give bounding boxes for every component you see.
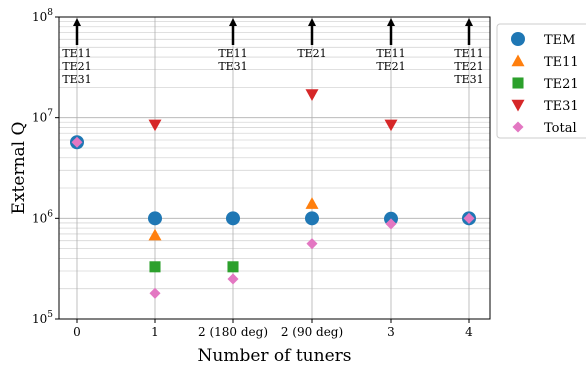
legend: TEM TE11 TE21 TE31 Total — [496, 23, 586, 139]
legend-marker-te11 — [511, 54, 525, 67]
annotation-label: TE31 — [218, 60, 247, 73]
grid — [59, 17, 490, 319]
data-point-tem — [148, 211, 162, 226]
plot-frame — [58, 16, 491, 320]
x-axis-label: Number of tuners — [198, 346, 352, 366]
annotation-label: TE21 — [62, 60, 91, 73]
annotation-label: TE21 — [376, 60, 405, 73]
legend-marker-te31 — [511, 99, 525, 112]
legend-label: TE31 — [544, 99, 579, 114]
legend-label: Total — [544, 121, 577, 136]
data-point-total — [306, 238, 318, 250]
legend-label: TEM — [544, 33, 575, 48]
y-tick-label: 106 — [32, 209, 53, 225]
data-point-te31 — [148, 119, 162, 132]
data-point-te11 — [305, 197, 319, 209]
x-tick-label: 3 — [387, 325, 395, 339]
annotation-label: TE21 — [454, 60, 483, 73]
data-point-te21 — [149, 261, 161, 273]
data-point-tem — [226, 211, 240, 226]
legend-label: TE11 — [544, 55, 579, 70]
data-point-te31 — [305, 89, 319, 101]
legend-box — [496, 23, 586, 139]
y-tick-label: 107 — [32, 109, 53, 125]
data-point-tem — [305, 211, 319, 226]
data-point-te31 — [384, 119, 398, 132]
annotation-label: TE11 — [218, 47, 247, 60]
data-point-total — [463, 212, 475, 224]
data-point-te11 — [148, 228, 162, 241]
y-axis-label: External Q — [9, 122, 29, 215]
legend-label: TE21 — [544, 77, 579, 92]
annotation-label: TE11 — [454, 47, 483, 60]
x-tick-label: 2 (90 deg) — [281, 325, 343, 339]
annotation-label: TE11 — [376, 47, 405, 60]
legend-marker-total — [512, 121, 524, 133]
y-tick-label: 105 — [32, 310, 53, 326]
data-points — [70, 89, 476, 299]
data-point-total — [385, 218, 397, 230]
annotation-label: TE21 — [297, 47, 326, 60]
x-tick-label: 0 — [73, 325, 81, 339]
annotation-label: TE11 — [62, 47, 91, 60]
y-tick-label: 108 — [32, 8, 53, 24]
annotation-label: TE31 — [62, 73, 91, 86]
legend-marker-te21 — [512, 77, 524, 89]
data-point-total — [149, 287, 161, 299]
data-point-te21 — [227, 261, 239, 273]
data-point-total — [227, 273, 239, 285]
x-tick-label: 1 — [151, 325, 159, 339]
data-point-total — [71, 136, 83, 148]
annotation-label: TE31 — [454, 73, 483, 86]
axes: 105 106 107 108 0 1 2 (180 deg) 2 (90 deg) 3 4 — [32, 8, 473, 339]
x-tick-label: 4 — [465, 325, 473, 339]
x-tick-label: 2 (180 deg) — [198, 325, 268, 339]
legend-marker-tem — [511, 32, 525, 46]
